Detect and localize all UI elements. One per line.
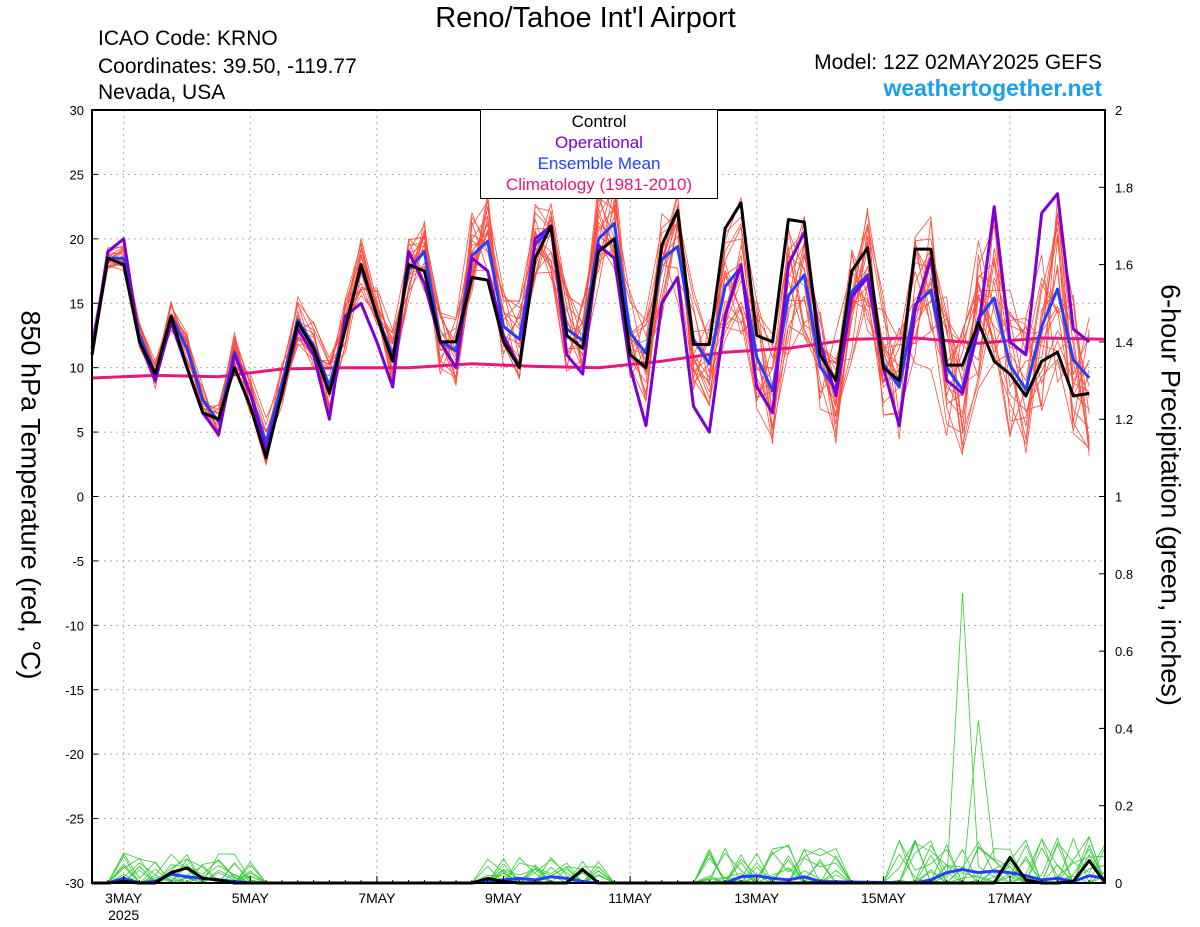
legend: Control Operational Ensemble Mean Climat… [480,109,718,199]
chart-title: Reno/Tahoe Int'l Airport [435,2,736,34]
y-axis-left-label: 850 hPa Temperature (red, °C) [15,310,46,680]
y-right-tick-label: 0 [1115,876,1122,891]
y-left-tick-label: -10 [65,618,84,633]
climatology-line [91,336,1106,380]
y-left-tick-label: -5 [72,554,84,569]
x-tick-label: 17MAY [988,890,1034,906]
x-tick-label: 9MAY [485,890,523,906]
x-tick-label: 13MAY [734,890,780,906]
y-left-tick-label: 15 [70,296,84,311]
y-left-tick-label: 25 [70,167,84,182]
y-right-tick-label: 0.6 [1115,644,1133,659]
y-left-tick-label: 30 [70,103,84,118]
model-run: Model: 12Z 02MAY2025 GEFS [814,51,1102,74]
y-right-tick-label: 0.8 [1115,567,1133,582]
y-left-tick-label: 0 [77,490,84,505]
y-left-tick-label: 20 [70,232,84,247]
precip-member-line [92,720,1106,884]
y-right-tick-label: 1.8 [1115,180,1133,195]
y-right-tick-label: 0.2 [1115,799,1133,814]
y-left-tick-label: -30 [65,876,84,891]
y-left-tick-label: -20 [65,747,84,762]
y-right-tick-label: 1.6 [1115,258,1133,273]
y-right-tick-label: 1.2 [1115,412,1133,427]
icao-code: ICAO Code: KRNO [98,27,278,50]
y-right-tick-label: 2 [1115,103,1122,118]
y-right-tick-label: 1 [1115,490,1122,505]
x-tick-label: 3MAY [105,890,143,906]
site-link[interactable]: weathertogether.net [883,75,1102,101]
y-left-tick-label: 10 [70,361,84,376]
y-left-tick-label: -15 [65,683,84,698]
y-left-tick-label: 5 [77,425,84,440]
x-tick-label: 7MAY [358,890,396,906]
legend-control: Control [571,112,627,131]
legend-ensemble-mean: Ensemble Mean [537,154,661,173]
x-tick-label: 11MAY [608,890,652,906]
x-tick-label: 15MAY [861,890,907,906]
x-tick-label: 5MAY [232,890,270,906]
temp-operational-line [90,192,1091,453]
x-tick-year-label: 2025 [108,907,139,923]
legend-climatology: Climatology (1981-2010) [505,175,693,194]
region: Nevada, USA [98,81,226,104]
temp-control-line [90,201,1090,460]
legend-operational: Operational [555,133,643,152]
y-axis-right-label: 6-hour Precipitation (green, inches) [1155,284,1186,706]
precip-member-line [92,592,1105,884]
precip-member-line [92,836,1106,884]
y-left-tick-label: -25 [65,812,84,827]
y-right-tick-label: 0.4 [1115,721,1133,736]
coordinates: Coordinates: 39.50, -119.77 [98,55,357,78]
y-right-tick-label: 1.4 [1115,335,1133,350]
